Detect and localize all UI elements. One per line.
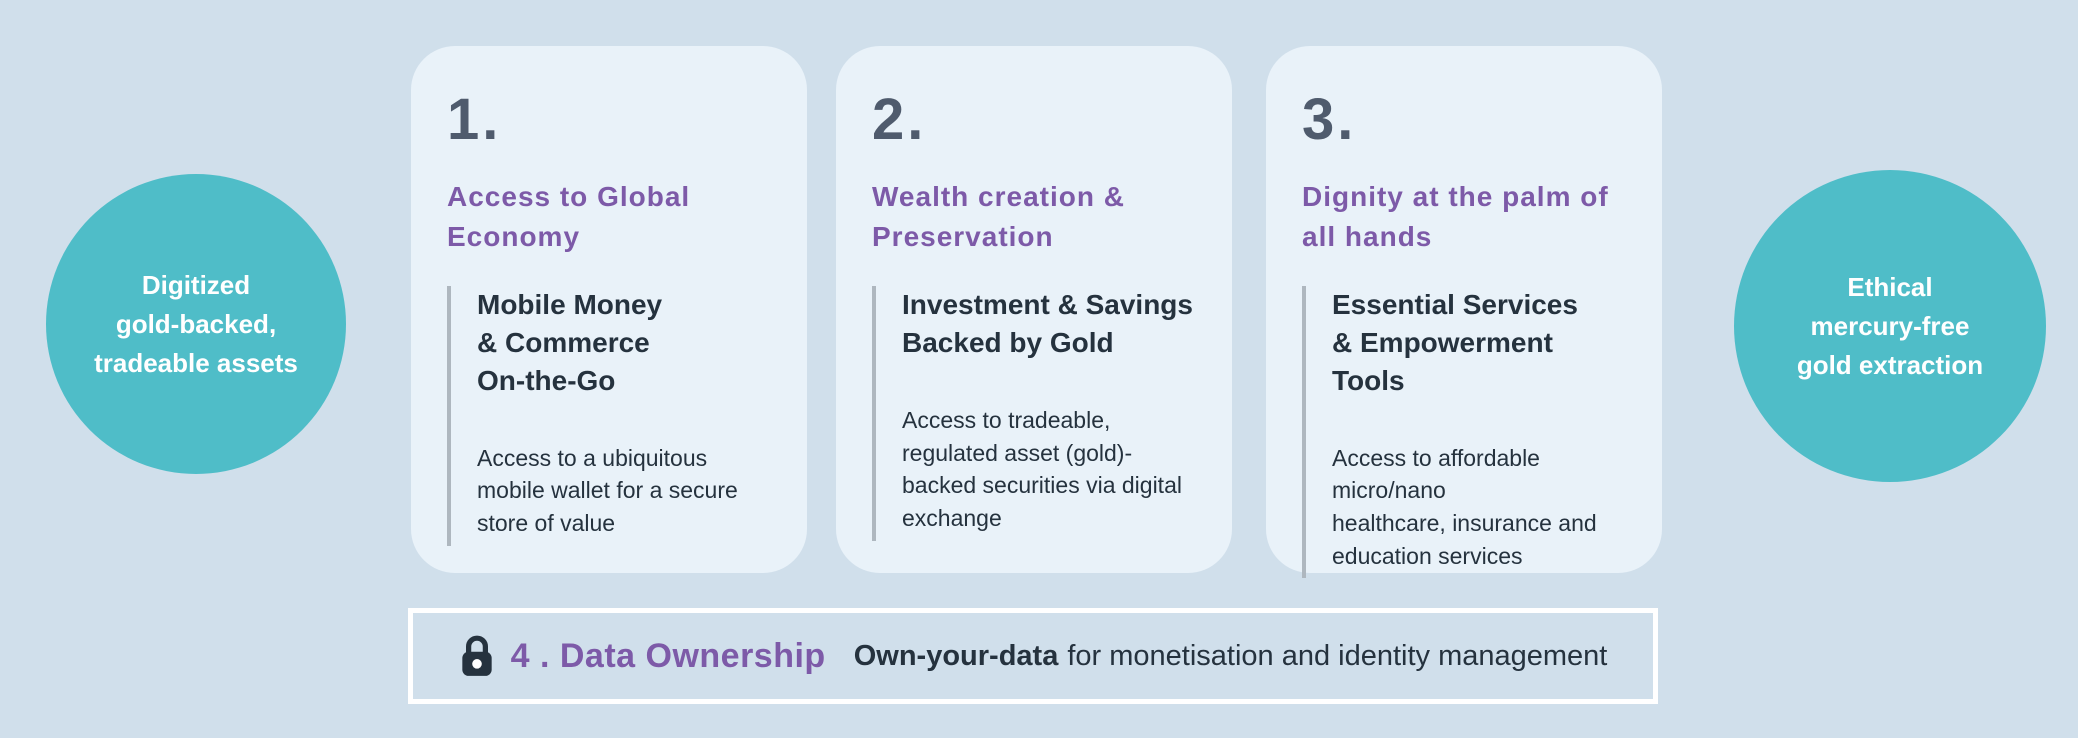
card-access-global-economy: 1. Access to Global Economy Mobile Money… <box>411 46 807 573</box>
card-number: 2. <box>872 87 927 152</box>
card-subtitle: Essential Services & Empowerment Tools <box>1332 289 1578 396</box>
card-title: Access to Global Economy <box>447 180 691 252</box>
card-title: Dignity at the palm of all hands <box>1302 180 1609 252</box>
footer-highlight-text: Own-your-data <box>853 639 1059 672</box>
card-subtitle: Mobile Money & Commerce On-the-Go <box>477 289 663 396</box>
right-benefit-circle: Ethical mercury-free gold extraction <box>1734 170 2046 482</box>
card-body: Access to a ubiquitous mobile wallet for… <box>477 444 738 537</box>
card-body: Access to tradeable, regulated asset (go… <box>902 406 1182 531</box>
card-body: Access to affordable micro/nano healthca… <box>1332 444 1597 569</box>
left-benefit-circle: Digitized gold-backed, tradeable assets <box>46 174 346 474</box>
card-section: Investment & Savings Backed by Gold Acce… <box>872 286 1198 541</box>
footer-step-label: 4 . Data Ownership <box>510 636 826 675</box>
card-title: Wealth creation & Preservation <box>872 180 1125 252</box>
card-number: 3. <box>1302 87 1357 152</box>
card-wealth-creation-preservation: 2. Wealth creation & Preservation Invest… <box>836 46 1232 573</box>
card-dignity-all-hands: 3. Dignity at the palm of all hands Esse… <box>1266 46 1662 579</box>
card-subtitle: Investment & Savings Backed by Gold <box>902 289 1193 359</box>
card-section: Mobile Money & Commerce On-the-Go Access… <box>447 286 773 546</box>
footer-description-text: for monetisation and identity management <box>1067 639 1608 672</box>
card-number: 1. <box>447 87 502 152</box>
card-section: Essential Services & Empowerment Tools A… <box>1302 286 1628 579</box>
data-ownership-bar: 4 . Data Ownership Own-your-data for mon… <box>408 608 1658 704</box>
lock-icon <box>461 635 492 676</box>
